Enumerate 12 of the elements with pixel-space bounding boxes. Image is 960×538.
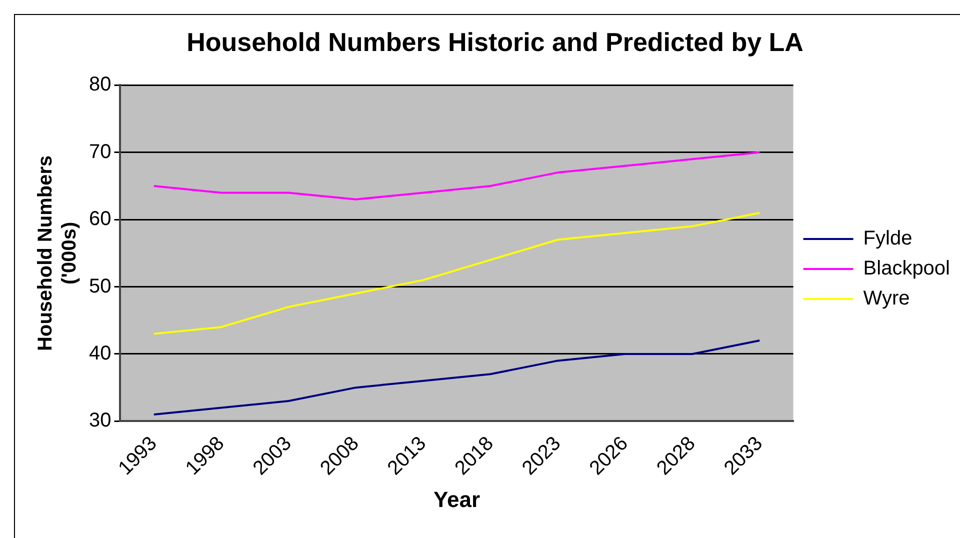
x-axis-title: Year bbox=[434, 486, 480, 512]
y-tick-label: 70 bbox=[88, 140, 112, 163]
y-tick-label: 30 bbox=[88, 410, 112, 432]
legend-label: Fylde bbox=[863, 228, 912, 250]
y-tick-label: 50 bbox=[88, 275, 112, 298]
y-tick-label: 60 bbox=[88, 208, 112, 230]
y-tick-label: 40 bbox=[88, 342, 112, 364]
y-tick-label: 80 bbox=[88, 74, 112, 96]
y-axis-title: Household Numbers ('000s) bbox=[34, 155, 81, 351]
chart-title: Household Numbers Historic and Predicted by LA bbox=[186, 26, 804, 57]
legend-label: Wyre bbox=[863, 288, 910, 310]
legend-label: Blackpool bbox=[863, 258, 950, 280]
